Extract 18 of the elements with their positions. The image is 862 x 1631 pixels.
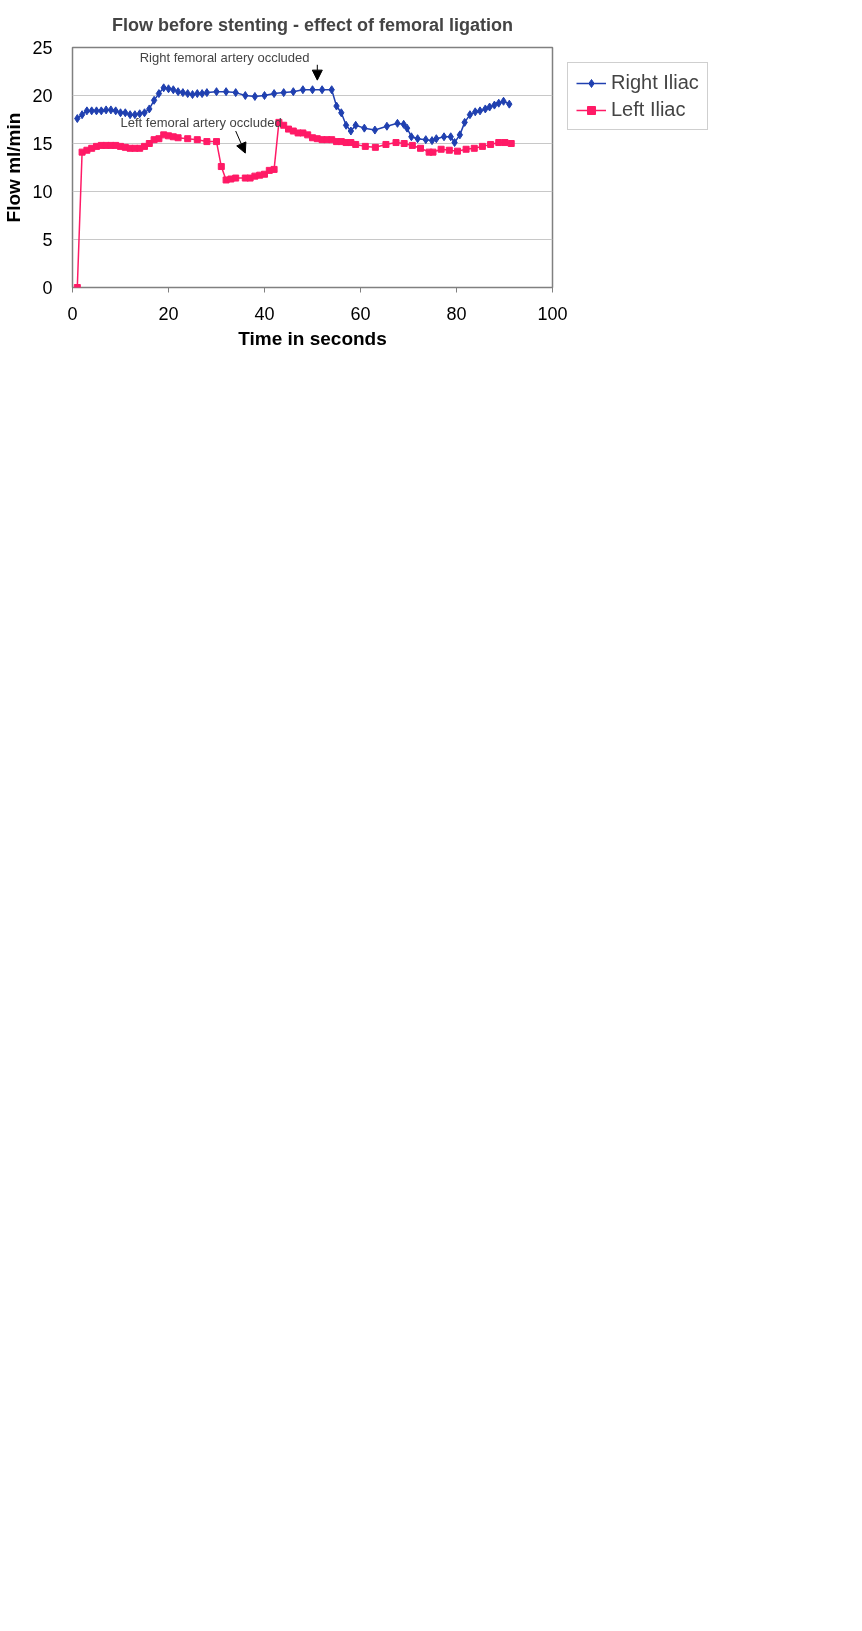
legend-label: Left Iliac <box>611 98 686 121</box>
x-tick-label: 80 <box>446 303 467 324</box>
x-tick-label: 0 <box>67 303 78 324</box>
annotation: Right femoral artery occluded <box>139 49 310 65</box>
y-tick-label: 5 <box>42 230 53 250</box>
x-tick-label: 40 <box>254 303 275 324</box>
chart-title: Flow before stenting - effect of femoral ligation <box>111 15 514 35</box>
y-tick-label: 25 <box>32 38 53 58</box>
legend-label: Right Iliac <box>611 71 699 94</box>
y-tick-label: 20 <box>32 86 53 106</box>
x-tick-label: 60 <box>350 303 371 324</box>
y-tick-label: 10 <box>32 182 53 202</box>
y-tick-label: 15 <box>32 134 53 154</box>
x-tick-label: 20 <box>158 303 179 324</box>
x-tick-label: 100 <box>537 303 568 324</box>
y-axis-title: Flow ml/min <box>3 112 25 223</box>
x-axis-title: Time in seconds <box>238 327 387 349</box>
y-tick-label: 0 <box>42 278 53 298</box>
